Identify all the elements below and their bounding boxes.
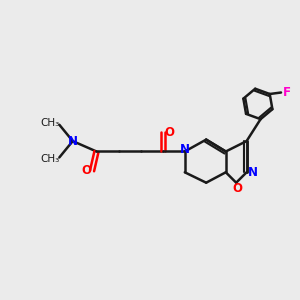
Text: O: O <box>82 164 92 177</box>
Text: CH₃: CH₃ <box>40 154 59 164</box>
Text: CH₃: CH₃ <box>40 118 59 128</box>
Text: O: O <box>233 182 243 195</box>
Text: N: N <box>248 166 258 179</box>
Text: N: N <box>180 142 190 156</box>
Text: N: N <box>68 135 78 148</box>
Text: O: O <box>164 126 174 139</box>
Text: F: F <box>283 86 291 99</box>
